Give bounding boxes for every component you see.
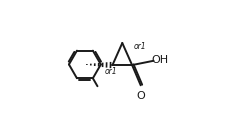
Text: or1: or1: [133, 42, 146, 51]
Text: or1: or1: [105, 67, 117, 76]
Text: O: O: [137, 91, 145, 101]
Text: OH: OH: [152, 55, 169, 65]
